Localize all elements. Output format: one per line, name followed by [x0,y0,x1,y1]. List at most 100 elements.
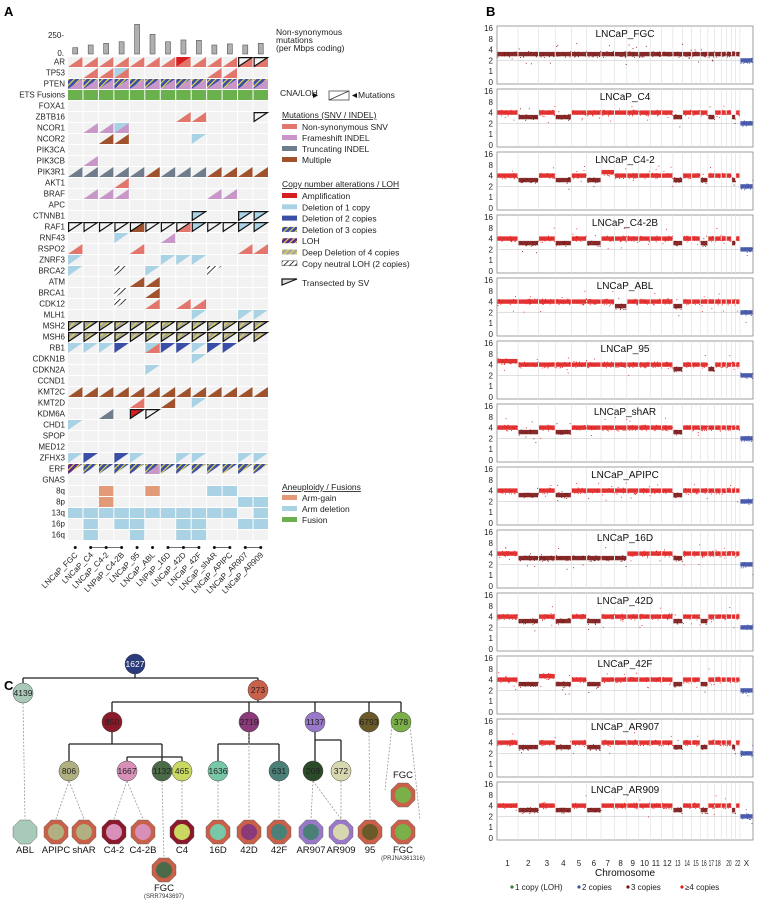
cn-point [723,300,725,302]
oncoprint-cell [253,497,268,507]
cn-point [573,617,575,619]
cn-point [713,116,715,118]
sv-outline [222,321,239,332]
cell-background [191,277,207,287]
oncoprint-cell [207,200,222,210]
cn-point [611,618,613,620]
cn-point [665,362,667,364]
cell-background [114,464,129,474]
cn-point [586,427,587,429]
row-label-kdm6a: KDM6A [37,410,65,419]
cn-point [698,110,700,112]
cell-background [238,288,253,298]
cn-point [543,367,545,369]
mu-mutation-triangle [114,134,129,144]
cn-point [504,555,506,557]
cell-background [160,387,176,397]
cell-background [176,68,191,78]
cn-segment [614,677,627,682]
oncoprint-cell [114,321,131,332]
cn-point [653,488,655,490]
cn-point [743,122,745,124]
oncoprint-cell [129,288,145,298]
cell-background [207,387,222,397]
cn-point [588,56,590,58]
cn-point [710,118,712,120]
cn-point [669,684,671,686]
cn-point [724,557,726,559]
cn-point [602,114,604,116]
cn-point [641,429,643,431]
cn-point [561,179,563,181]
lineage-dot [197,546,201,549]
cn-point [588,363,590,365]
cn-point [525,302,527,304]
plot-frame [496,403,754,463]
oncoprint-cell [238,123,253,133]
oncoprint-cell [83,288,98,298]
cn-point [551,616,553,618]
cn-point [637,426,639,428]
cn-point [525,364,527,365]
cn-point [648,175,650,177]
cn-point [736,615,738,617]
legend-swatch-d3 [282,226,297,232]
cn-point [693,238,695,240]
cn-point [748,498,749,500]
oncoprint-cell [160,211,176,221]
fs-mutation-triangle [83,156,98,166]
cn-point [557,682,559,684]
oncoprint-cell [145,112,160,122]
oncoprint-cell [253,475,268,485]
cn-point [536,301,538,303]
cn-point [746,629,748,631]
y-tick-label: 1 [489,508,494,517]
cn-point [499,618,501,620]
cn-point [692,115,694,117]
cn-segment [700,299,708,304]
cn-point [750,248,752,249]
cn-point [591,427,593,429]
cn-point [612,618,614,620]
cn-point [546,678,548,680]
cn-point [533,559,535,561]
cn-point [745,693,747,694]
cn-point [568,303,570,305]
cn-point [718,55,720,57]
cn-point [520,57,521,58]
cn-point [734,300,736,302]
cn-point [679,306,681,308]
cn-point [596,687,598,689]
cn-point [588,498,590,499]
cn-point [510,177,511,179]
cn-point [615,308,617,310]
cn-point [591,56,593,58]
cn-point [511,111,513,113]
cn-point [646,680,648,682]
cn-point [605,557,607,559]
cn-point [504,177,505,179]
row-label-pik3cb: PIK3CB [37,157,65,166]
oncoprint-cell [145,387,160,397]
cn-segment [639,173,650,178]
cn-point [617,489,619,491]
legend-swatch-snv [282,124,297,129]
cn-point [711,427,713,428]
lineage-dot [166,546,170,549]
cell-background [238,266,253,276]
cn-point [580,618,582,620]
cn-point [641,237,643,239]
cn-segment [732,299,736,304]
cn-point [656,614,658,616]
gain-fill [98,497,114,507]
cell-background [222,497,238,507]
cell-background [176,453,191,463]
cn-point [557,242,559,244]
cn-point [696,679,698,681]
oncoprint-cell [207,442,222,452]
tr-mutation-triangle [98,167,114,177]
lineage-dot [73,546,77,549]
cn-point [583,362,585,364]
cn-point [589,242,591,243]
